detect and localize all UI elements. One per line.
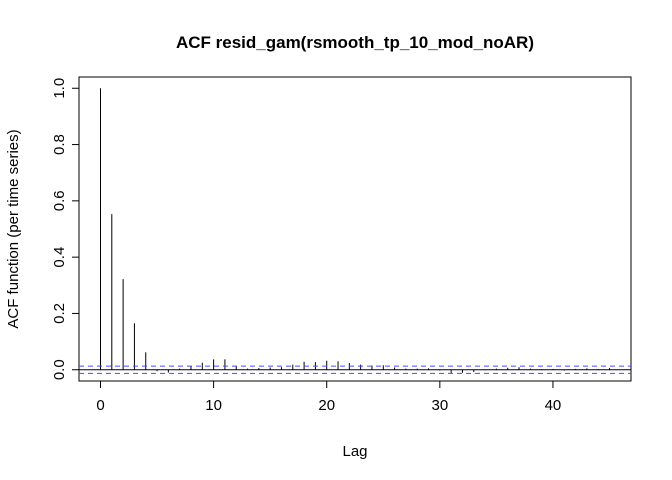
y-tick-label: 0.0 xyxy=(51,359,68,380)
y-tick-label: 0.8 xyxy=(51,134,68,155)
y-tick-label: 0.4 xyxy=(51,247,68,268)
x-tick-label: 0 xyxy=(96,397,104,414)
x-tick-label: 10 xyxy=(205,397,222,414)
y-axis: 0.0 0.2 0.4 0.6 0.8 1.0 xyxy=(51,78,80,380)
plot-frame xyxy=(78,76,632,382)
acf-bars xyxy=(99,88,611,374)
x-tick-label: 30 xyxy=(431,397,448,414)
y-tick-label: 0.6 xyxy=(51,190,68,211)
y-tick-label: 0.2 xyxy=(51,303,68,324)
y-tick-label: 1.0 xyxy=(51,78,68,99)
x-axis-label: Lag xyxy=(342,443,367,460)
y-axis-label: ACF function (per time series) xyxy=(5,129,22,328)
chart-title: ACF resid_gam(rsmooth_tp_10_mod_noAR) xyxy=(176,33,534,52)
x-axis: 0 10 20 30 40 xyxy=(96,380,562,414)
x-tick-label: 20 xyxy=(318,397,335,414)
x-tick-label: 40 xyxy=(545,397,562,414)
